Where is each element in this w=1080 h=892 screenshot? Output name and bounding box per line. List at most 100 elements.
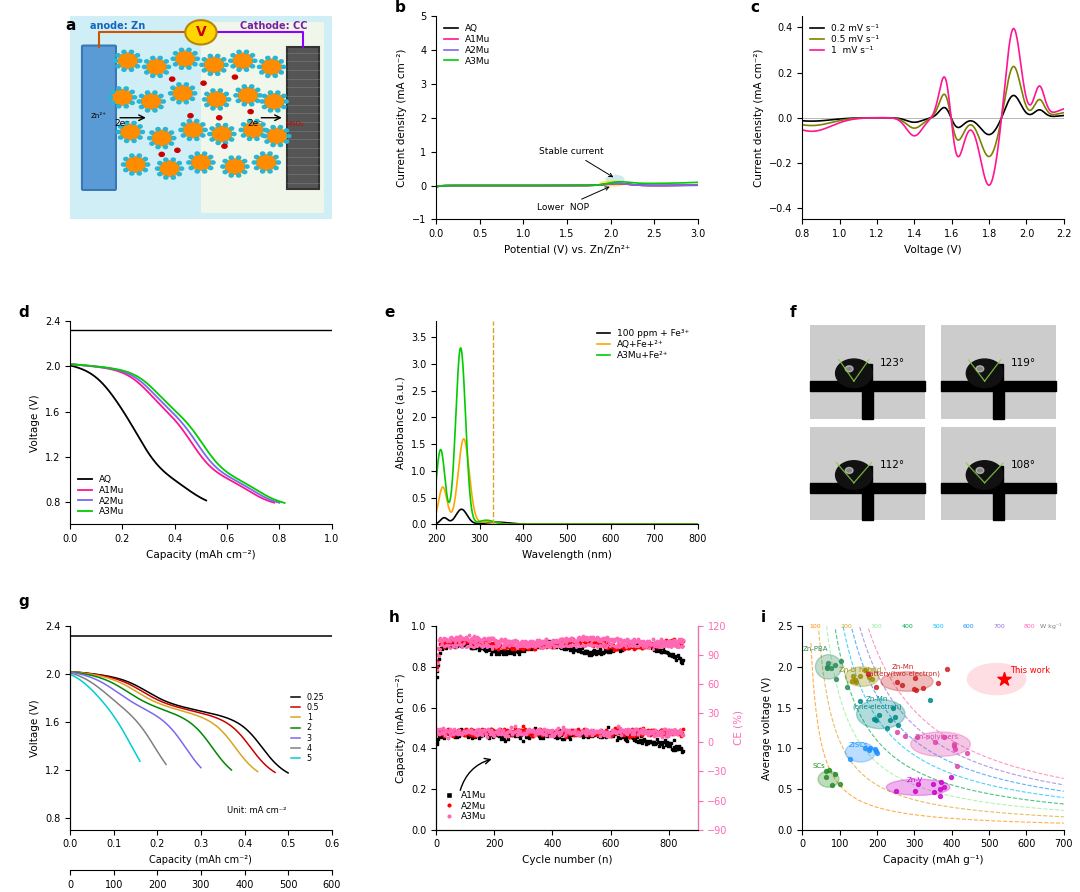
Point <box>492 640 510 654</box>
Point <box>487 636 504 650</box>
Point <box>566 638 583 652</box>
Point <box>505 725 523 739</box>
Circle shape <box>220 165 225 169</box>
Circle shape <box>231 54 235 57</box>
A2Mu <box>221 471 234 482</box>
Point <box>447 630 464 644</box>
Point <box>483 632 500 646</box>
Point <box>637 737 654 751</box>
Point <box>642 635 659 649</box>
0.2 mV s⁻¹ <box>983 129 996 140</box>
Point <box>577 729 594 743</box>
Legend: AQ, A1Mu, A2Mu, A3Mu: AQ, A1Mu, A2Mu, A3Mu <box>75 471 129 520</box>
Point <box>618 733 635 747</box>
Point <box>515 639 532 653</box>
Point <box>608 641 625 656</box>
Point <box>515 644 532 658</box>
Point <box>462 722 480 736</box>
Point <box>507 642 524 657</box>
Point <box>449 727 467 741</box>
1  mV s⁻¹ <box>860 112 873 123</box>
2 <box>140 698 153 708</box>
Point <box>527 725 544 739</box>
Point <box>504 725 522 739</box>
Circle shape <box>253 161 256 164</box>
Point <box>623 635 640 649</box>
Circle shape <box>247 120 252 123</box>
Point <box>623 639 640 653</box>
3 <box>126 698 139 708</box>
Point <box>428 725 445 739</box>
Point <box>575 724 592 739</box>
Point <box>571 726 589 740</box>
Point <box>602 633 619 648</box>
Point <box>580 725 597 739</box>
Circle shape <box>112 90 133 105</box>
Point <box>671 640 688 654</box>
Point <box>492 732 510 747</box>
Point <box>503 728 521 742</box>
Point <box>465 629 483 643</box>
Text: 123°: 123° <box>880 358 905 368</box>
Circle shape <box>158 172 162 176</box>
Point <box>598 632 616 647</box>
Point <box>467 730 484 744</box>
Point <box>434 640 451 655</box>
2 <box>221 761 234 772</box>
Point <box>672 726 689 740</box>
Point <box>593 639 610 653</box>
Point <box>536 723 553 737</box>
Point <box>555 640 572 654</box>
Point <box>478 725 496 739</box>
Point <box>536 635 553 649</box>
Point <box>461 635 478 649</box>
Circle shape <box>255 155 259 159</box>
A2Mu <box>582 180 595 191</box>
Point <box>441 636 458 650</box>
Point <box>567 724 584 739</box>
Point <box>552 632 569 646</box>
Point <box>569 635 586 649</box>
Point <box>666 632 684 647</box>
Point <box>469 635 486 649</box>
Point <box>664 635 681 649</box>
Point <box>598 631 616 645</box>
Point <box>518 640 536 654</box>
Point <box>470 722 487 736</box>
Point <box>564 632 581 647</box>
Point <box>578 724 595 739</box>
Point <box>864 672 881 686</box>
Point <box>588 636 605 650</box>
Point <box>554 634 571 648</box>
Point <box>866 712 883 726</box>
Point <box>610 641 627 656</box>
A2Mu <box>187 433 200 443</box>
Circle shape <box>172 176 175 179</box>
Circle shape <box>124 104 129 108</box>
A3Mu+Fe²⁺ <box>691 519 704 530</box>
Point <box>477 724 495 739</box>
Point <box>821 763 838 777</box>
Point <box>617 723 634 737</box>
Point <box>620 730 637 744</box>
Point <box>602 639 619 653</box>
Point <box>495 645 512 659</box>
Point <box>932 789 949 804</box>
Point <box>532 727 550 741</box>
Point <box>626 640 644 655</box>
Point <box>945 737 962 751</box>
Point <box>545 729 563 743</box>
Point <box>490 638 508 652</box>
Circle shape <box>836 359 873 387</box>
Point <box>584 723 602 738</box>
Circle shape <box>210 138 214 141</box>
Point <box>889 717 906 731</box>
Circle shape <box>238 87 258 103</box>
4 <box>143 732 156 743</box>
Point <box>446 726 463 740</box>
Point <box>947 742 964 756</box>
Point <box>454 637 471 651</box>
Point <box>548 728 565 742</box>
AQ <box>125 420 138 431</box>
Point <box>603 727 620 741</box>
